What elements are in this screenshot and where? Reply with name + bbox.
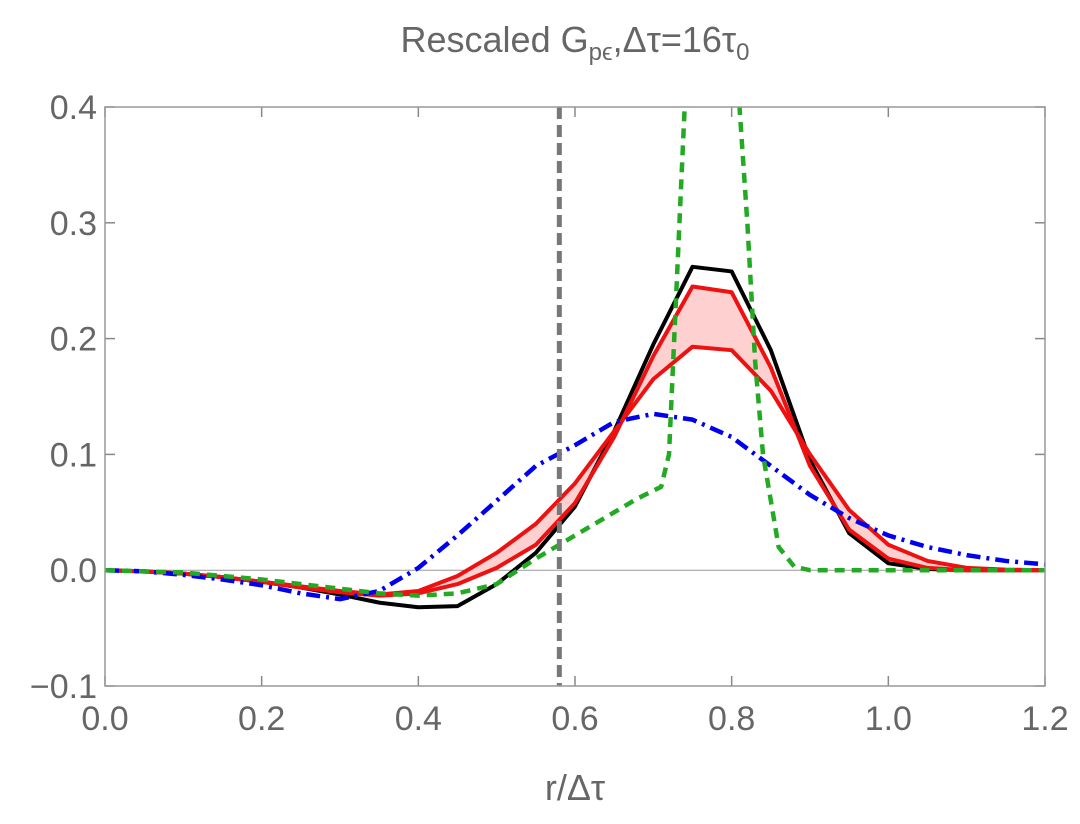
title-text: Rescaled G — [401, 19, 589, 60]
y-tick-label: 0.4 — [50, 89, 97, 127]
x-tick-label: 0.2 — [238, 700, 285, 738]
x-tick-label: 1.2 — [1021, 700, 1068, 738]
y-tick-label: −0.1 — [30, 668, 97, 706]
plot-frame — [104, 106, 1046, 687]
series-line — [105, 344, 1045, 597]
title-text: ,Δτ=16τ — [613, 19, 737, 60]
title-subscript: pϵ — [589, 39, 613, 66]
x-axis-label: r/Δτ — [545, 767, 605, 808]
x-tick-label: 0.0 — [81, 700, 128, 738]
plot-area — [105, 107, 1045, 610]
title-subscript: 0 — [736, 39, 749, 66]
y-tick-label: 0.0 — [50, 552, 97, 590]
y-tick-label: 0.1 — [50, 436, 97, 474]
x-tick-label: 0.4 — [395, 700, 442, 738]
series-line — [105, 107, 1045, 598]
x-tick-label: 1.0 — [865, 700, 912, 738]
x-tick-label: 0.8 — [708, 700, 755, 738]
series-line — [105, 411, 1045, 602]
y-tick-label: 0.3 — [50, 205, 97, 243]
y-tick-label: 0.2 — [50, 321, 97, 359]
x-tick-label: 0.6 — [551, 700, 598, 738]
chart-title: Rescaled Gpϵ,Δτ=16τ0 — [401, 19, 750, 66]
